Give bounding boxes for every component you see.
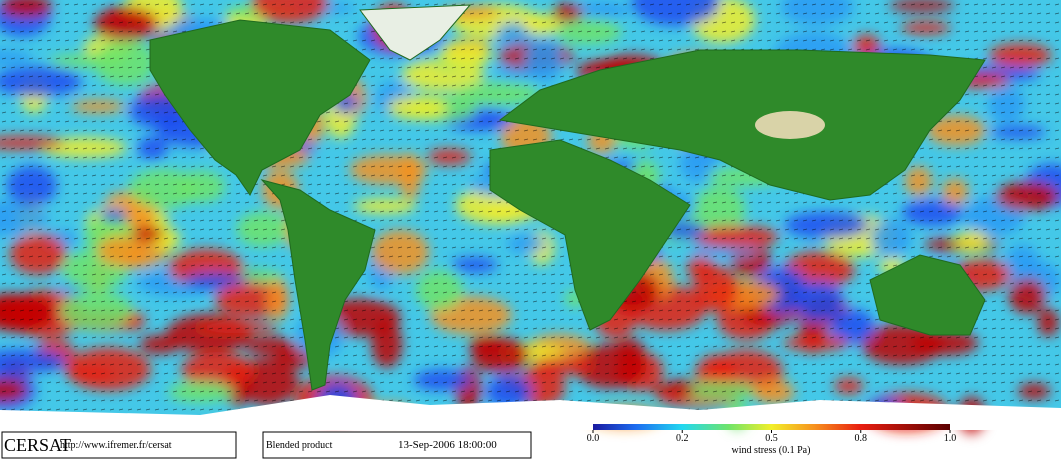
colorbar-label: wind stress (0.1 Pa) [732,445,811,456]
timestamp: 13-Sep-2006 18:00:00 [398,439,497,451]
product-box [262,431,532,459]
antarctica [0,395,1061,430]
colorbar-tick-label: 1.0 [944,433,957,444]
colorbar-tick-label: 0.0 [587,433,600,444]
africa [489,139,691,331]
colorbar-tick-label: 0.5 [765,433,778,444]
greenland [359,4,472,61]
url: http://www.ifremer.fr/cersat [60,440,172,451]
australia [869,254,986,336]
north-america [149,19,371,196]
credit-box [1,431,237,459]
continents [149,4,986,391]
brand: CERSAT [4,435,71,455]
south-america [260,179,376,391]
colorbar-tick-label: 0.8 [855,433,868,444]
eurasia [498,49,986,201]
colorbar-tick-label: 0.2 [676,433,689,444]
colorbar [593,424,950,430]
product: Blended product [266,440,333,451]
tibetan-plateau [755,111,825,139]
